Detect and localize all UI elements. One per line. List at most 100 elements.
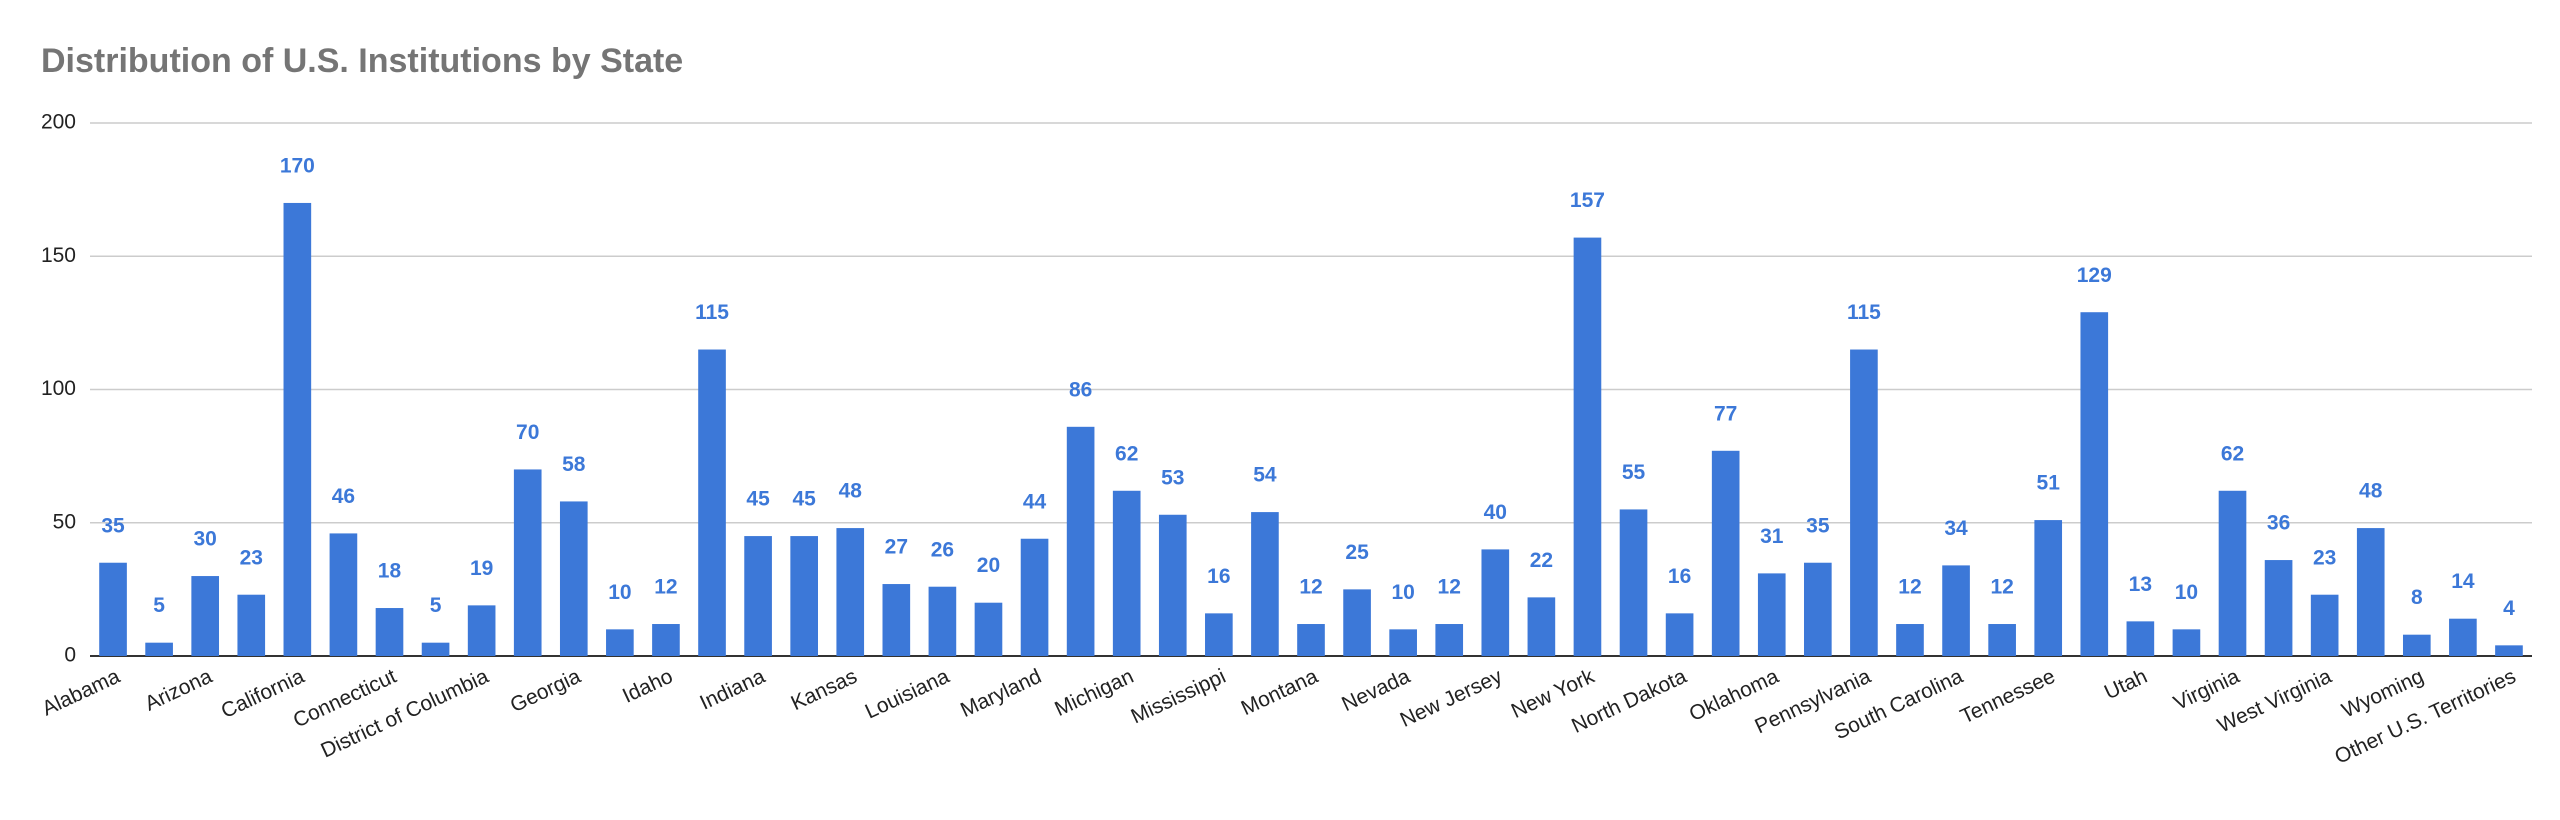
- bar: [2402, 634, 2431, 656]
- x-tick-label: Kansas: [787, 665, 860, 715]
- value-label: 86: [1069, 378, 1092, 401]
- bar: [421, 642, 450, 656]
- value-label: 157: [1570, 189, 1605, 212]
- value-label: 22: [1530, 549, 1553, 572]
- value-label: 45: [792, 488, 816, 511]
- y-tick-label: 200: [41, 111, 76, 134]
- value-label: 48: [839, 480, 863, 503]
- value-label: 58: [562, 453, 586, 476]
- bar: [1896, 624, 1924, 656]
- value-label: 14: [2451, 570, 2475, 593]
- bar: [1527, 597, 1556, 656]
- value-label: 8: [2411, 586, 2423, 609]
- bar: [237, 594, 266, 656]
- x-tick-label: Montana: [1238, 665, 1322, 721]
- bar: [1804, 562, 1832, 656]
- value-label: 10: [2175, 581, 2198, 604]
- value-label: 46: [332, 485, 355, 508]
- bar: [2356, 528, 2385, 656]
- x-tick-label: Utah: [2101, 665, 2151, 705]
- y-tick-label: 150: [41, 244, 76, 267]
- value-label: 77: [1714, 402, 1737, 425]
- value-label: 45: [746, 488, 770, 511]
- value-label: 62: [1115, 442, 1138, 465]
- value-label: 13: [2129, 573, 2152, 596]
- bar: [513, 469, 542, 656]
- bar: [744, 536, 772, 656]
- bar: [2264, 560, 2293, 656]
- bar: [1850, 349, 1878, 656]
- x-tick-label: Maryland: [957, 665, 1045, 722]
- value-label: 51: [2037, 472, 2061, 495]
- bar: [145, 642, 173, 656]
- value-label: 55: [1622, 461, 1646, 484]
- value-label: 34: [1944, 517, 1968, 540]
- bar: [1573, 237, 1602, 656]
- x-tick-label: Idaho: [619, 665, 676, 708]
- value-label: 12: [1299, 576, 1322, 599]
- bar: [2218, 490, 2247, 656]
- value-label: 27: [885, 536, 908, 559]
- value-label: 23: [2313, 546, 2336, 569]
- value-label: 62: [2221, 442, 2244, 465]
- bar: [928, 586, 957, 656]
- bar: [1066, 426, 1095, 656]
- value-label: 40: [1484, 501, 1507, 524]
- bar: [559, 501, 588, 656]
- x-tick-label: New Jersey: [1397, 665, 1507, 732]
- bar: [836, 528, 865, 656]
- bar: [1297, 624, 1325, 656]
- bar: [606, 629, 634, 656]
- value-label: 53: [1161, 466, 1184, 489]
- bar: [2126, 621, 2155, 656]
- value-label: 12: [1990, 576, 2013, 599]
- value-label: 18: [378, 560, 402, 583]
- bar: [2310, 594, 2339, 656]
- x-tick-label: Indiana: [696, 665, 768, 715]
- value-label: 5: [430, 594, 442, 617]
- bar: [2172, 629, 2201, 656]
- bar: [1665, 613, 1694, 656]
- value-label: 12: [1898, 576, 1921, 599]
- value-label: 10: [1391, 581, 1414, 604]
- bar: [698, 349, 726, 656]
- x-tick-label: Alabama: [39, 665, 124, 721]
- bar: [1711, 450, 1740, 656]
- bar: [99, 562, 127, 656]
- bar: [1435, 624, 1464, 656]
- value-label: 10: [608, 581, 631, 604]
- y-tick-label: 100: [41, 377, 76, 400]
- bar: [191, 576, 220, 656]
- x-tick-label: Georgia: [507, 665, 585, 718]
- bar: [467, 605, 496, 656]
- bar: [329, 533, 358, 656]
- bar: [375, 608, 404, 656]
- bar: [2034, 520, 2063, 656]
- value-label: 44: [1023, 490, 1047, 513]
- bar: [1481, 549, 1510, 656]
- bar: [1757, 573, 1786, 656]
- bar: [1988, 624, 2016, 656]
- bar: [1158, 514, 1187, 656]
- bar: [1205, 613, 1233, 656]
- x-tick-label: Michigan: [1051, 665, 1137, 721]
- x-tick-label: Tennessee: [1957, 665, 2059, 729]
- x-tick-label: Arizona: [141, 665, 216, 716]
- x-tick-label: Mississippi: [1128, 665, 1230, 729]
- bar: [1251, 512, 1279, 656]
- bar: [790, 536, 818, 656]
- bar: [974, 602, 1003, 656]
- value-label: 70: [516, 421, 539, 444]
- x-tick-label: District of Columbia: [317, 665, 492, 763]
- value-label: 23: [240, 546, 263, 569]
- bar: [1020, 538, 1049, 656]
- bar: [2495, 645, 2523, 656]
- value-label: 129: [2077, 264, 2112, 287]
- value-label: 5: [153, 594, 165, 617]
- value-label: 16: [1207, 565, 1230, 588]
- bar: [1343, 589, 1371, 656]
- value-label: 36: [2267, 512, 2290, 535]
- y-tick-label: 50: [53, 510, 76, 533]
